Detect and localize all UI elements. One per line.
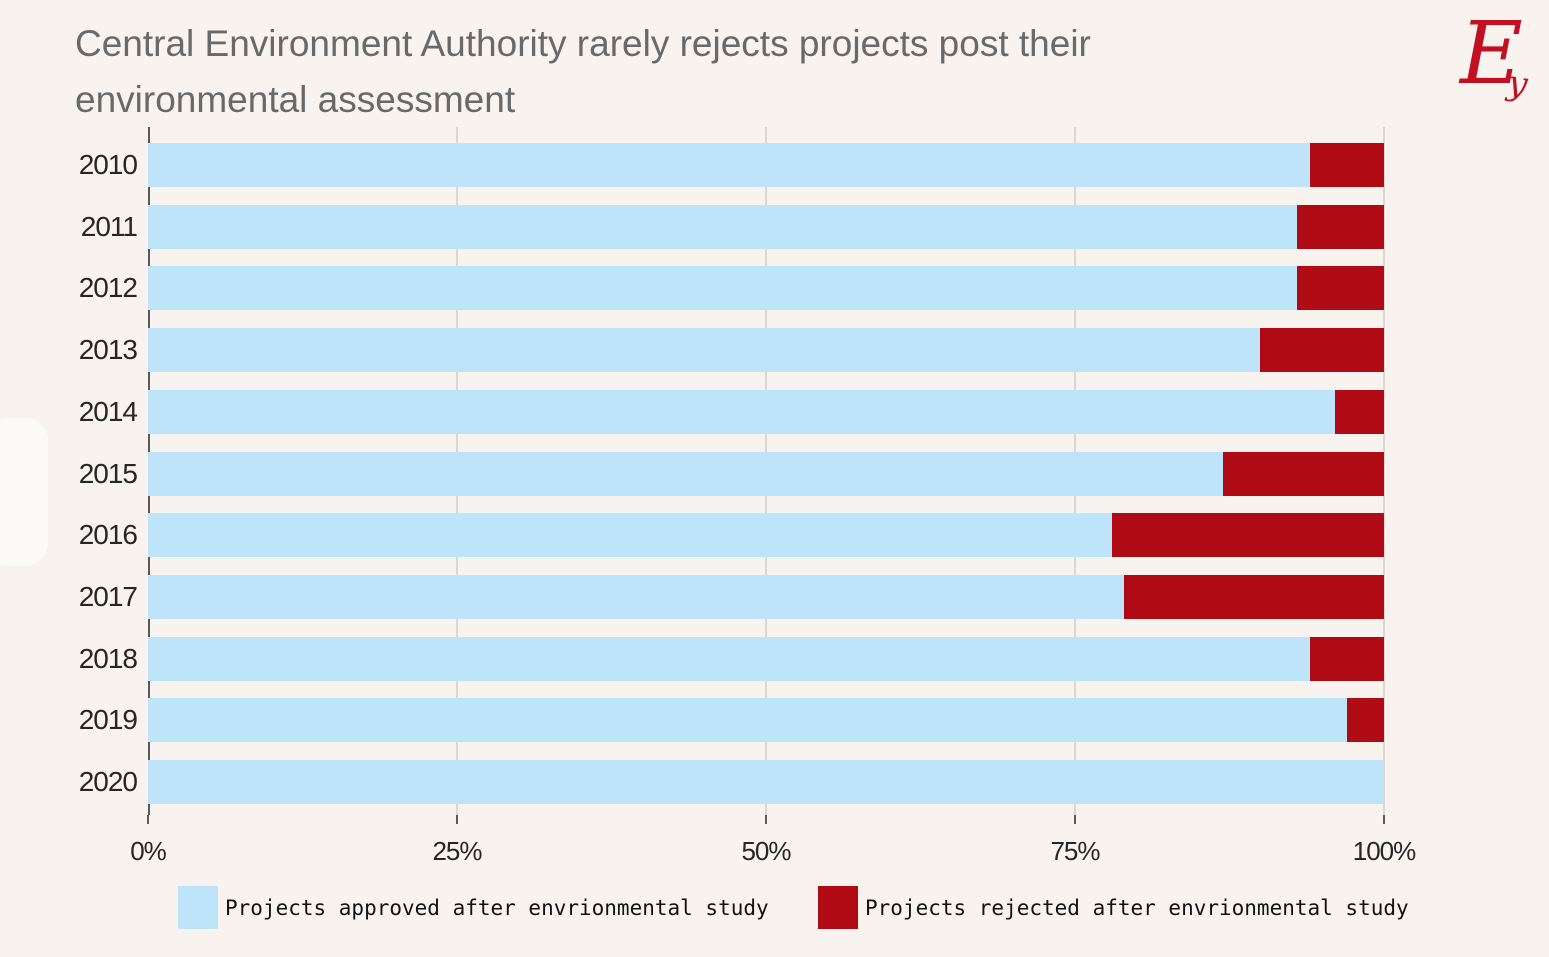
logo-letter-e: E	[1460, 4, 1523, 104]
bar-row-2010	[148, 143, 1384, 187]
bar-segment-2018-approved	[148, 636, 1310, 681]
bar-segment-2018-rejected	[1309, 636, 1384, 681]
legend-swatch-approved	[178, 886, 218, 929]
x-tick-50	[765, 815, 767, 824]
legend-item-approved: Projects approved after envrionmental st…	[178, 886, 769, 929]
y-label-2016: 2016	[78, 519, 138, 551]
y-label-2015: 2015	[78, 457, 138, 489]
x-tick-label-0: 0%	[130, 836, 167, 866]
x-tick-100	[1383, 815, 1385, 824]
bar-row-2017	[148, 574, 1384, 619]
bar-segment-2016-rejected	[1112, 513, 1384, 558]
chart-title-line1: Central Environment Authority rarely rej…	[75, 23, 1091, 64]
ey-script-logo: E y	[1452, 2, 1547, 127]
y-label-2011: 2011	[80, 210, 138, 242]
x-tick-label-100: 100%	[1352, 836, 1417, 866]
bar-segment-2012-rejected	[1297, 266, 1384, 311]
bar-row-2018	[148, 636, 1384, 681]
y-label-2012: 2012	[78, 272, 138, 304]
chart-title: Central Environment Authority rarely rej…	[75, 16, 1295, 128]
legend: Projects approved after envrionmental st…	[0, 886, 1549, 930]
chart-title-line2: environmental assessment	[75, 79, 516, 120]
bar-segment-2019-approved	[148, 698, 1347, 743]
y-label-2010: 2010	[78, 149, 138, 180]
bar-segment-2015-rejected	[1223, 451, 1384, 496]
bar-row-2019	[148, 698, 1384, 743]
bar-segment-2013-rejected	[1260, 328, 1384, 373]
bar-segment-2011-rejected	[1297, 204, 1384, 249]
x-tick-label-50: 50%	[741, 836, 791, 866]
gridline-100	[1383, 127, 1385, 815]
bar-segment-2016-approved	[148, 513, 1113, 558]
y-label-2018: 2018	[78, 642, 138, 674]
bar-row-2014	[148, 389, 1384, 434]
bar-segment-2013-approved	[148, 328, 1261, 373]
x-tick-25	[456, 815, 458, 824]
bar-segment-2014-rejected	[1334, 389, 1384, 434]
logo-letter-y: y	[1505, 62, 1530, 106]
plot-area	[148, 127, 1385, 815]
x-tick-label-75: 75%	[1050, 836, 1100, 866]
bar-row-2016	[148, 513, 1384, 558]
legend-label-approved: Projects approved after envrionmental st…	[225, 895, 769, 920]
y-label-2017: 2017	[78, 580, 138, 612]
y-label-2020: 2020	[78, 766, 138, 797]
legend-item-rejected: Projects rejected after envrionmental st…	[818, 886, 1409, 929]
bar-segment-2017-approved	[148, 574, 1125, 619]
bar-segment-2010-approved	[148, 143, 1310, 187]
bar-segment-2020-approved	[148, 760, 1384, 804]
legend-label-rejected: Projects rejected after envrionmental st…	[865, 895, 1409, 920]
bar-row-2013	[148, 328, 1384, 373]
bar-segment-2010-rejected	[1309, 143, 1384, 187]
bar-segment-2012-approved	[148, 266, 1298, 311]
bar-segment-2019-rejected	[1346, 698, 1384, 743]
bar-segment-2015-approved	[148, 451, 1224, 496]
x-tick-label-25: 25%	[432, 836, 482, 866]
bar-row-2012	[148, 266, 1384, 311]
y-label-2014: 2014	[78, 395, 138, 427]
bar-segment-2011-approved	[148, 204, 1298, 249]
bar-segment-2017-rejected	[1124, 574, 1384, 619]
y-label-2019: 2019	[78, 704, 138, 736]
bar-segment-2014-approved	[148, 389, 1335, 434]
bar-row-2020	[148, 760, 1384, 804]
x-tick-0	[147, 815, 149, 824]
bar-row-2011	[148, 204, 1384, 249]
legend-swatch-rejected	[818, 886, 858, 929]
bar-row-2015	[148, 451, 1384, 496]
x-tick-75	[1074, 815, 1076, 824]
left-edge-watermark	[0, 418, 48, 566]
y-label-2013: 2013	[78, 334, 138, 366]
